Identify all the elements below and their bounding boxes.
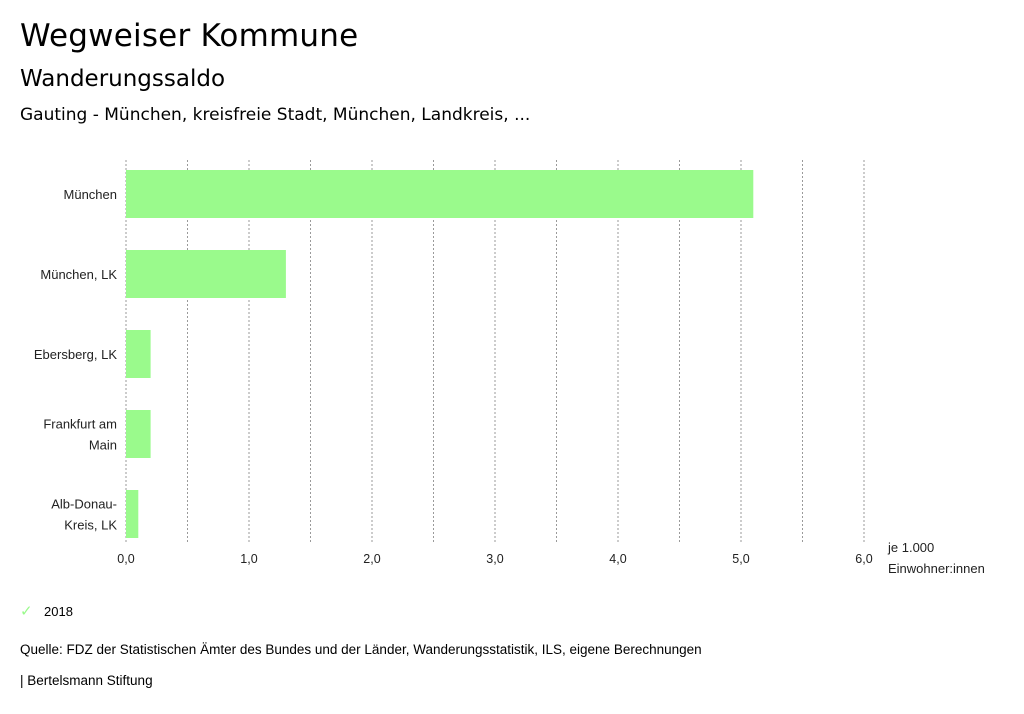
check-icon: ✓ <box>20 603 33 620</box>
bar <box>126 490 139 538</box>
bar <box>126 410 151 458</box>
brand-note: | Bertelsmann Stiftung <box>20 673 153 688</box>
x-tick-label: 6,0 <box>855 552 872 566</box>
chart-subtitle: Wanderungssaldo <box>20 66 226 92</box>
x-tick-label: 3,0 <box>486 552 503 566</box>
category-label: Ebersberg, LK <box>34 347 117 362</box>
x-tick-label: 1,0 <box>240 552 257 566</box>
x-tick-label: 4,0 <box>609 552 626 566</box>
bar <box>126 170 754 218</box>
page-title: Wegweiser Kommune <box>20 18 359 54</box>
category-label: München <box>64 187 117 202</box>
category-label: Frankfurt am <box>43 417 117 432</box>
x-tick-label: 5,0 <box>732 552 749 566</box>
bar-chart: München München, LK Ebersberg, LK Frankfurt… <box>34 160 985 576</box>
unit-label: Einwohner:innen <box>888 561 985 576</box>
x-tick-label: 0,0 <box>117 552 134 566</box>
x-tick-label: 2,0 <box>363 552 380 566</box>
category-label: Kreis, LK <box>64 518 117 533</box>
bar <box>126 330 151 378</box>
category-label: Main <box>89 438 117 453</box>
category-label: München, LK <box>40 267 117 282</box>
bar <box>126 250 286 298</box>
chart-context: Gauting - München, kreisfreie Stadt, Mün… <box>20 105 531 125</box>
unit-label: je 1.000 <box>887 540 934 555</box>
category-label: Alb-Donau- <box>51 497 117 512</box>
source-note: Quelle: FDZ der Statistischen Ämter des … <box>20 642 702 657</box>
legend-label: 2018 <box>44 603 73 619</box>
legend[interactable]: ✓ 2018 <box>20 602 73 620</box>
